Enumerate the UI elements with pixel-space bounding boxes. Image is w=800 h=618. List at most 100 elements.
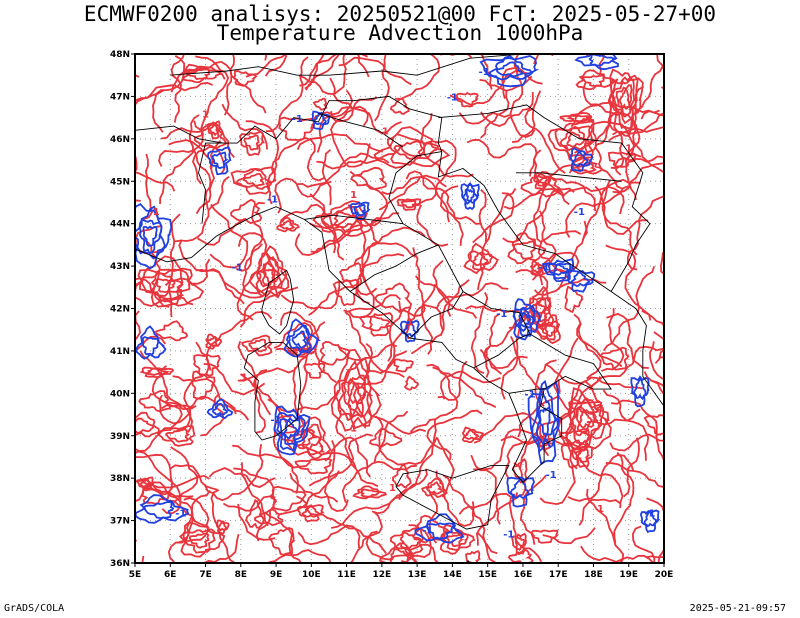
contour-label: -1	[232, 262, 243, 273]
warm-contour	[500, 311, 524, 400]
warm-contour	[264, 54, 288, 77]
warm-contour	[416, 204, 449, 247]
warm-contour	[294, 214, 365, 257]
contour-label: 1	[153, 207, 160, 218]
cold-contour	[571, 151, 589, 167]
warm-contour	[472, 192, 515, 244]
warm-contour	[436, 437, 455, 498]
contour-label: -1	[422, 525, 433, 536]
lon-tick-label: 16E	[514, 570, 533, 580]
warm-contour	[350, 166, 387, 191]
warm-contour	[140, 487, 173, 505]
italy-border	[198, 95, 443, 224]
warm-contour	[605, 244, 652, 321]
warm-contour	[170, 54, 185, 123]
sardinia-coastline	[243, 341, 302, 441]
warm-contour	[599, 346, 630, 371]
warm-contour	[686, 308, 722, 398]
warm-contour	[347, 294, 402, 313]
warm-contour	[458, 112, 511, 125]
lon-tick-label: 12E	[373, 570, 392, 580]
cold-contour	[141, 336, 160, 356]
warm-contour	[193, 354, 221, 377]
cold-contour	[211, 151, 229, 170]
warm-contour	[324, 436, 371, 478]
cold-contour	[566, 269, 596, 293]
warm-contour	[172, 375, 237, 415]
regional-border	[318, 112, 404, 148]
warm-contour	[359, 488, 381, 498]
warm-contour	[263, 268, 276, 283]
cold-contour	[460, 183, 480, 211]
warm-contour	[209, 203, 249, 269]
warm-contour	[329, 77, 402, 134]
warm-contour	[513, 240, 536, 260]
cold-contour	[553, 263, 571, 276]
warm-contour	[609, 433, 664, 452]
warm-contour	[289, 472, 339, 503]
warm-contour	[234, 167, 273, 190]
warm-contour	[398, 418, 437, 500]
warm-contour	[369, 212, 417, 258]
lat-tick-label: 46N	[110, 135, 130, 145]
balkan-border	[438, 104, 651, 292]
warm-contour	[671, 148, 755, 183]
lat-tick-label: 48N	[110, 50, 130, 60]
lon-tick-label: 18E	[584, 570, 603, 580]
warm-contour	[602, 266, 655, 352]
warm-contour	[135, 81, 214, 107]
cold-contour	[479, 55, 540, 88]
warm-contour	[348, 381, 363, 405]
warm-contour	[470, 454, 501, 525]
warm-contour	[563, 186, 625, 215]
lat-tick-label: 39N	[110, 432, 130, 442]
warm-contour	[279, 470, 340, 516]
france-swiss-border	[135, 125, 224, 144]
warm-contour	[178, 521, 226, 558]
warm-contour	[510, 335, 546, 399]
warm-contour	[612, 162, 664, 194]
contour-label: 1	[389, 483, 396, 494]
warm-contour	[375, 415, 438, 466]
warm-contour	[535, 302, 546, 319]
warm-contour	[142, 153, 153, 221]
warm-contour	[612, 125, 664, 136]
lat-tick-label: 45N	[110, 177, 130, 187]
warm-contour	[415, 275, 452, 317]
warm-contour	[574, 448, 591, 463]
cold-contour	[495, 61, 525, 78]
warm-contour	[449, 69, 528, 107]
regional-border	[508, 388, 545, 394]
warm-contour	[82, 247, 130, 308]
warm-contour	[618, 87, 631, 110]
lon-tick-label: 7E	[199, 570, 211, 580]
warm-contour	[174, 175, 230, 243]
cold-contour	[588, 54, 617, 67]
warm-contour	[503, 187, 570, 210]
bosnia-border	[515, 172, 622, 182]
warm-contour	[316, 144, 402, 170]
warm-contour	[209, 122, 219, 137]
contour-label: -1	[479, 67, 490, 78]
warm-contour	[135, 417, 155, 434]
chart-subtitle: Temperature Advection 1000hPa	[216, 21, 584, 45]
warm-contour	[547, 118, 598, 163]
warm-contour	[466, 138, 538, 177]
lat-tick-label: 40N	[110, 389, 130, 399]
warm-contour	[206, 336, 218, 347]
warm-contour	[158, 394, 197, 425]
contour-label: 1	[597, 504, 604, 515]
chart-title: ECMWF0200 analisys: 20250521@00 FcT: 202…	[83, 2, 717, 26]
warm-contour	[545, 363, 643, 390]
warm-contour	[540, 320, 559, 341]
warm-contour	[137, 267, 193, 308]
warm-contour	[242, 173, 265, 187]
warm-contour	[672, 427, 706, 497]
warm-contour	[135, 255, 205, 307]
warm-contour	[477, 187, 517, 291]
warm-contour	[152, 55, 186, 133]
warm-contour	[455, 91, 479, 108]
warm-contour	[463, 242, 500, 275]
warm-contour	[185, 68, 212, 80]
